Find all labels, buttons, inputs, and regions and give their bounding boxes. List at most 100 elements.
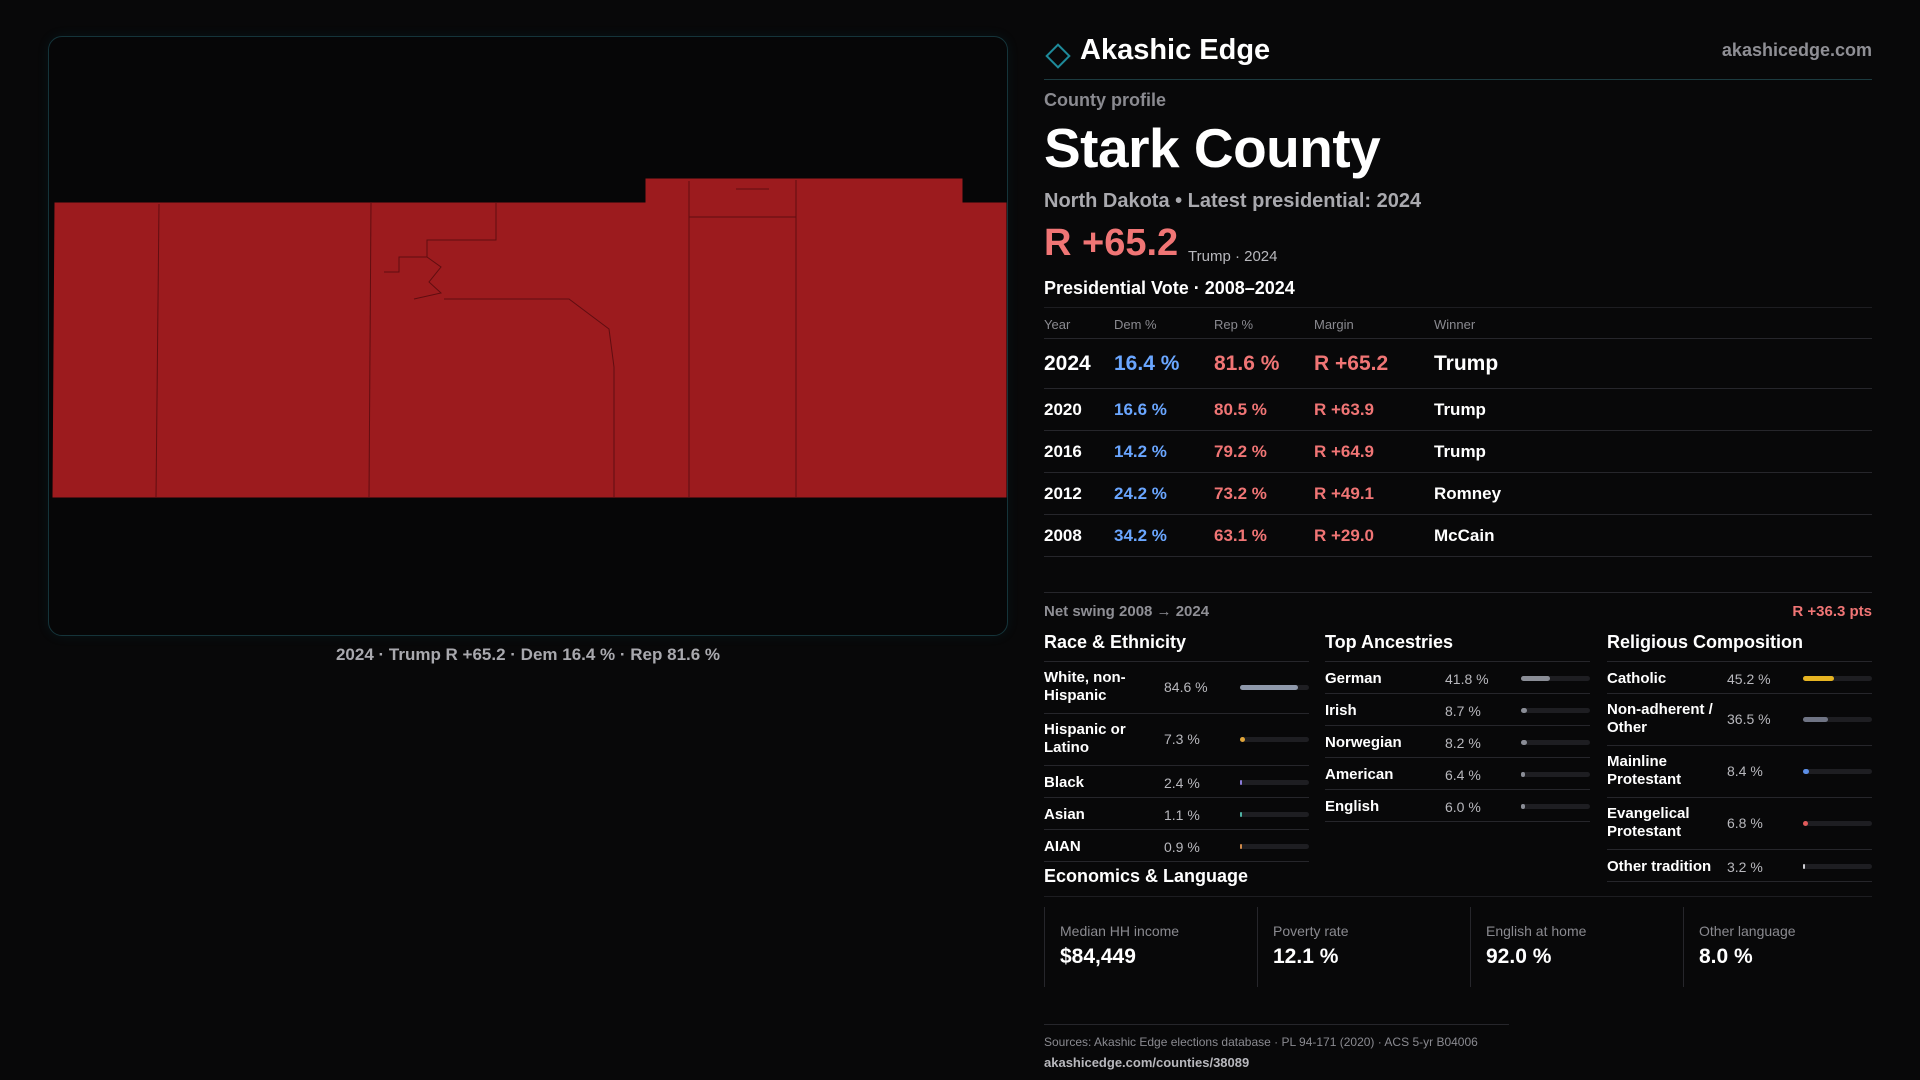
stat-label: Hispanic or Latino bbox=[1044, 721, 1126, 756]
econ-label: Poverty rate bbox=[1273, 923, 1349, 939]
vote-rep: 80.5 % bbox=[1214, 400, 1267, 419]
economics-title: Economics & Language bbox=[1044, 866, 1249, 886]
stat-bar-track bbox=[1803, 717, 1872, 722]
religion-panel: Religious Composition Catholic 45.2 % No… bbox=[1607, 632, 1872, 882]
ancestries-title: Top Ancestries bbox=[1325, 632, 1590, 662]
page-subtitle: North Dakota • Latest presidential: 2024 bbox=[1044, 190, 1422, 212]
econ-value: 8.0 % bbox=[1699, 945, 1753, 968]
stat-label: German bbox=[1325, 670, 1382, 687]
vote-winner: McCain bbox=[1434, 526, 1495, 545]
stat-row: German 41.8 % bbox=[1325, 662, 1590, 694]
stat-bar-fill bbox=[1240, 844, 1242, 849]
county-profile-panel: Akashic Edge akashicedge.com County prof… bbox=[1044, 30, 1872, 1070]
vote-margin: R +63.9 bbox=[1314, 400, 1375, 419]
stat-label: Other tradition bbox=[1607, 858, 1712, 875]
headline-margin: R +65.2 bbox=[1044, 222, 1179, 264]
page-title: Stark County bbox=[1044, 117, 1381, 179]
county-map bbox=[52, 178, 1007, 498]
stat-row: American 6.4 % bbox=[1325, 758, 1590, 790]
stat-label: Black bbox=[1044, 774, 1085, 791]
econ-card-income: Median HH income $84,449 bbox=[1044, 907, 1242, 987]
stat-row: White, non-Hispanic 84.6 % bbox=[1044, 662, 1309, 714]
stat-bar-fill bbox=[1803, 676, 1835, 681]
stat-row: Mainline Protestant 8.4 % bbox=[1607, 746, 1872, 798]
stat-bar-fill bbox=[1240, 812, 1242, 817]
stat-bar-track bbox=[1240, 844, 1309, 849]
stat-label: Catholic bbox=[1607, 670, 1667, 687]
econ-value: 92.0 % bbox=[1486, 945, 1552, 968]
vote-rep: 79.2 % bbox=[1214, 442, 1267, 461]
race-ethnicity-title: Race & Ethnicity bbox=[1044, 632, 1309, 662]
stat-bar-fill bbox=[1240, 737, 1246, 742]
vote-margin: R +49.1 bbox=[1314, 484, 1375, 503]
race-ethnicity-panel: Race & Ethnicity White, non-Hispanic 84.… bbox=[1044, 632, 1309, 862]
vote-winner: Romney bbox=[1434, 484, 1502, 503]
header-margin: Margin bbox=[1314, 317, 1354, 332]
stat-bar-fill bbox=[1240, 780, 1242, 785]
stat-bar-track bbox=[1521, 708, 1590, 713]
stat-bar-fill bbox=[1240, 685, 1299, 690]
ancestries-panel: Top Ancestries German 41.8 % Irish 8.7 %… bbox=[1325, 632, 1590, 822]
vote-row: 2012 24.2 % 73.2 % R +49.1 Romney bbox=[1044, 473, 1872, 515]
header-rep: Rep % bbox=[1214, 317, 1254, 332]
stat-row: AIAN 0.9 % bbox=[1044, 830, 1309, 862]
vote-table: Year Dem % Rep % Margin Winner 2024 16.4… bbox=[1044, 307, 1872, 557]
stat-value: 41.8 % bbox=[1445, 671, 1489, 687]
vote-dem: 24.2 % bbox=[1114, 484, 1167, 503]
stat-value: 6.4 % bbox=[1445, 767, 1481, 783]
vote-dem: 34.2 % bbox=[1114, 526, 1167, 545]
headline-note: Trump · 2024 bbox=[1188, 248, 1278, 265]
vote-row-latest: 2024 16.4 % 81.6 % R +65.2 Trump bbox=[1044, 339, 1872, 389]
stat-row: Catholic 45.2 % bbox=[1607, 662, 1872, 694]
stat-label: Irish bbox=[1325, 702, 1357, 719]
sources-url-link[interactable]: akashicedge.com/counties/38089 bbox=[1044, 1055, 1250, 1070]
stat-row: Hispanic or Latino 7.3 % bbox=[1044, 714, 1309, 766]
stat-label: Non-adherent / Other bbox=[1607, 701, 1713, 736]
vote-margin: R +64.9 bbox=[1314, 442, 1375, 461]
stat-bar-fill bbox=[1521, 804, 1526, 809]
stat-bar-fill bbox=[1803, 717, 1829, 722]
stat-bar-fill bbox=[1521, 676, 1550, 681]
boundary-line bbox=[444, 298, 615, 497]
stat-value: 2.4 % bbox=[1164, 775, 1200, 791]
econ-label: Median HH income bbox=[1060, 923, 1180, 939]
vote-margin: R +65.2 bbox=[1314, 352, 1389, 375]
vote-winner: Trump bbox=[1434, 400, 1486, 419]
religion-title: Religious Composition bbox=[1607, 632, 1872, 662]
stat-row: Norwegian 8.2 % bbox=[1325, 726, 1590, 758]
stat-bar-fill bbox=[1803, 864, 1806, 869]
vote-row: 2008 34.2 % 63.1 % R +29.0 McCain bbox=[1044, 515, 1872, 557]
net-swing-value: R +36.3 pts bbox=[1792, 603, 1872, 620]
brand-name[interactable]: Akashic Edge bbox=[1080, 34, 1271, 66]
stat-bar-track bbox=[1521, 740, 1590, 745]
vote-winner: Trump bbox=[1434, 352, 1499, 375]
stat-value: 7.3 % bbox=[1164, 731, 1200, 747]
stat-bar-track bbox=[1240, 812, 1309, 817]
header-year: Year bbox=[1044, 317, 1071, 332]
county-map-panel[interactable] bbox=[48, 36, 1008, 636]
vote-dem: 16.6 % bbox=[1114, 400, 1167, 419]
stat-value: 8.2 % bbox=[1445, 735, 1481, 751]
stat-value: 8.4 % bbox=[1727, 763, 1763, 779]
vote-year: 2012 bbox=[1044, 484, 1082, 503]
vote-dem: 14.2 % bbox=[1114, 442, 1167, 461]
stat-label: American bbox=[1325, 766, 1394, 783]
boundary-line bbox=[155, 203, 160, 498]
township-boundaries bbox=[155, 180, 797, 498]
stat-label: White, non-Hispanic bbox=[1044, 669, 1126, 704]
stat-value: 45.2 % bbox=[1727, 671, 1771, 687]
stat-bar-track bbox=[1240, 780, 1309, 785]
econ-label: English at home bbox=[1486, 923, 1587, 939]
vote-rep: 73.2 % bbox=[1214, 484, 1267, 503]
brand-url-link[interactable]: akashicedge.com bbox=[1721, 40, 1872, 60]
stat-bar-track bbox=[1240, 685, 1309, 690]
vote-year: 2020 bbox=[1044, 400, 1082, 419]
stat-value: 6.8 % bbox=[1727, 815, 1763, 831]
stat-row: English 6.0 % bbox=[1325, 790, 1590, 822]
county-shape[interactable] bbox=[52, 178, 1007, 498]
econ-value: $84,449 bbox=[1060, 945, 1136, 968]
vote-year: 2024 bbox=[1044, 352, 1091, 375]
vote-year: 2008 bbox=[1044, 526, 1082, 545]
stat-value: 1.1 % bbox=[1164, 807, 1200, 823]
stat-label: English bbox=[1325, 798, 1380, 815]
